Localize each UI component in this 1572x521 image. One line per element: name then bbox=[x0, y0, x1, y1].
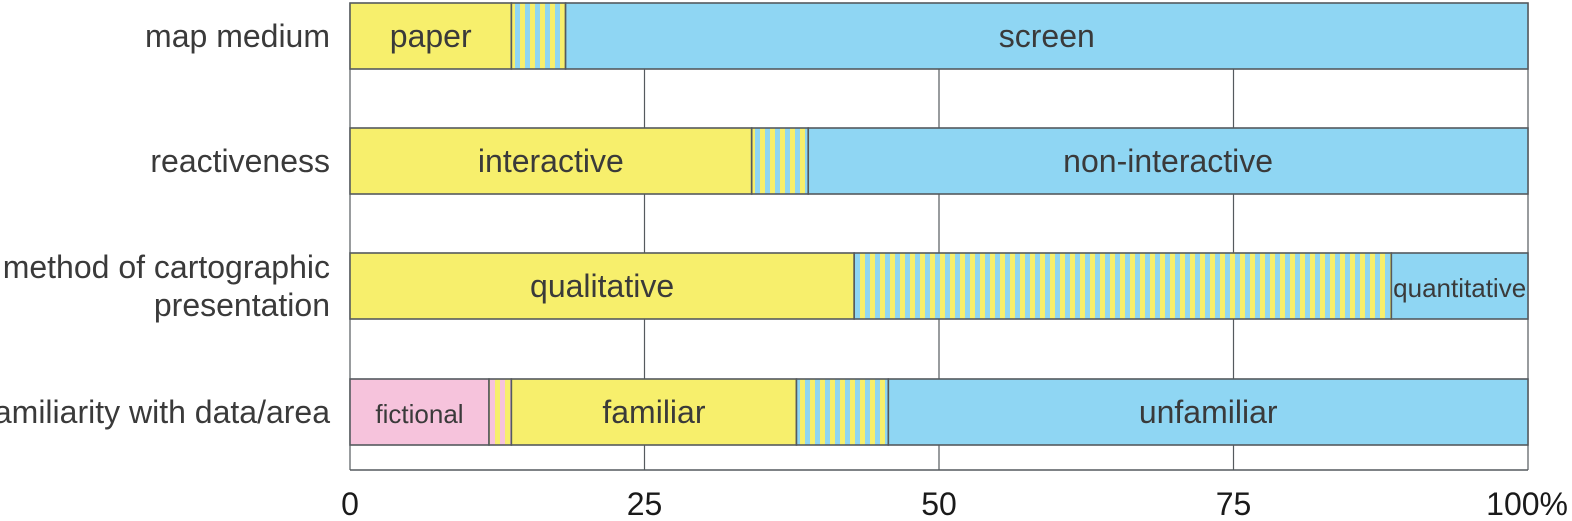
bars: paper screen interactive non-interactive qua… bbox=[349, 2, 1529, 446]
bar-row: fictional familiar unfamiliar bbox=[349, 378, 1529, 446]
segment-label: screen bbox=[999, 18, 1095, 54]
bar-row: paper screen bbox=[349, 2, 1529, 70]
segment-label: qualitative bbox=[530, 268, 674, 304]
segment-label: fictional bbox=[375, 399, 463, 429]
bar-segment bbox=[510, 2, 567, 70]
bar-segment bbox=[1390, 252, 1529, 320]
bar-segment bbox=[807, 127, 1529, 195]
segment-label: interactive bbox=[478, 143, 624, 179]
x-tick-label: 0 bbox=[341, 486, 359, 521]
x-tick-label: 50 bbox=[921, 486, 957, 521]
x-tick-label: 100% bbox=[1486, 486, 1568, 521]
segment-label: quantitative bbox=[1393, 273, 1526, 303]
category-label: reactiveness bbox=[150, 143, 330, 179]
x-tick-label: 25 bbox=[627, 486, 663, 521]
bar-segment bbox=[887, 378, 1529, 446]
segment-label: paper bbox=[390, 18, 472, 54]
category-label: map medium bbox=[145, 18, 330, 54]
x-tick-label: 75 bbox=[1216, 486, 1252, 521]
bar-row: interactive non-interactive bbox=[349, 127, 1529, 195]
bar-segment bbox=[349, 252, 855, 320]
bar-segment bbox=[510, 378, 798, 446]
x-axis: 0 25 50 75 100% bbox=[341, 469, 1568, 521]
bar-segment bbox=[488, 378, 513, 446]
bar-segment bbox=[564, 2, 1529, 70]
bar-segment bbox=[349, 378, 490, 446]
category-labels: map medium reactiveness method of cartogra… bbox=[0, 18, 330, 430]
bar-segment bbox=[349, 2, 513, 70]
bar-row: qualitative quantitative bbox=[349, 252, 1529, 320]
segment-label: unfamiliar bbox=[1139, 394, 1278, 430]
bar-segment bbox=[853, 252, 1393, 320]
category-label: presentation bbox=[154, 287, 330, 323]
category-label: familiarity with data/area bbox=[0, 394, 330, 430]
segment-label: non-interactive bbox=[1063, 143, 1273, 179]
segment-label: familiar bbox=[602, 394, 705, 430]
bar-segment bbox=[795, 378, 890, 446]
bar-segment bbox=[750, 127, 810, 195]
category-label: method of cartographic bbox=[3, 249, 330, 285]
bar-segment bbox=[349, 127, 753, 195]
